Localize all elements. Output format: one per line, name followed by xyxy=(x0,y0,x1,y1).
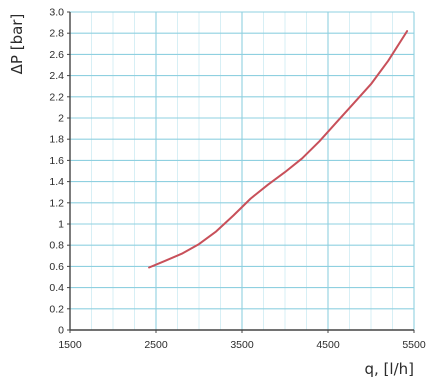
y-tick-label: 2.8 xyxy=(49,28,64,40)
y-tick-label: 1.6 xyxy=(49,155,64,167)
y-tick-label: 2.4 xyxy=(49,70,64,82)
y-tick-label: 0.4 xyxy=(49,282,64,294)
tick-labels: 0 0.2 0.4 0.6 0.8 1 1.2 1.4 1.6 1.8 2 2.2 2.4 2.6 2.8 3… xyxy=(49,7,425,352)
x-tick-label: 1500 xyxy=(58,339,82,351)
y-tick-label: 2 xyxy=(58,113,64,125)
major-gridlines xyxy=(70,11,415,330)
y-tick-label: 0.2 xyxy=(49,303,64,315)
x-tick-label: 3500 xyxy=(230,339,254,351)
series-group xyxy=(148,30,409,269)
y-tick-label: 3.0 xyxy=(49,7,64,19)
y-tick-label: 1.4 xyxy=(49,176,64,188)
minor-gridlines xyxy=(91,12,393,330)
x-axis-title: q, [l/h] xyxy=(365,360,415,378)
x-tick-label: 5500 xyxy=(402,339,426,351)
x-tick-label: 2500 xyxy=(144,339,168,351)
y-tick-label: 1.2 xyxy=(49,197,64,209)
y-tick-label: 0.8 xyxy=(49,240,64,252)
y-tick-label: 2.2 xyxy=(49,91,64,103)
y-axis-title: ΔP [bar] xyxy=(8,14,26,75)
x-tick-label: 4500 xyxy=(316,339,340,351)
y-tick-label: 1.8 xyxy=(49,134,64,146)
axes xyxy=(67,11,415,333)
pressure-drop-curve xyxy=(148,30,409,269)
y-tick-label: 0 xyxy=(58,325,64,337)
y-tick-label: 0.6 xyxy=(49,261,64,273)
y-tick-label: 1 xyxy=(58,219,64,231)
y-tick-label: 2.6 xyxy=(49,49,64,61)
